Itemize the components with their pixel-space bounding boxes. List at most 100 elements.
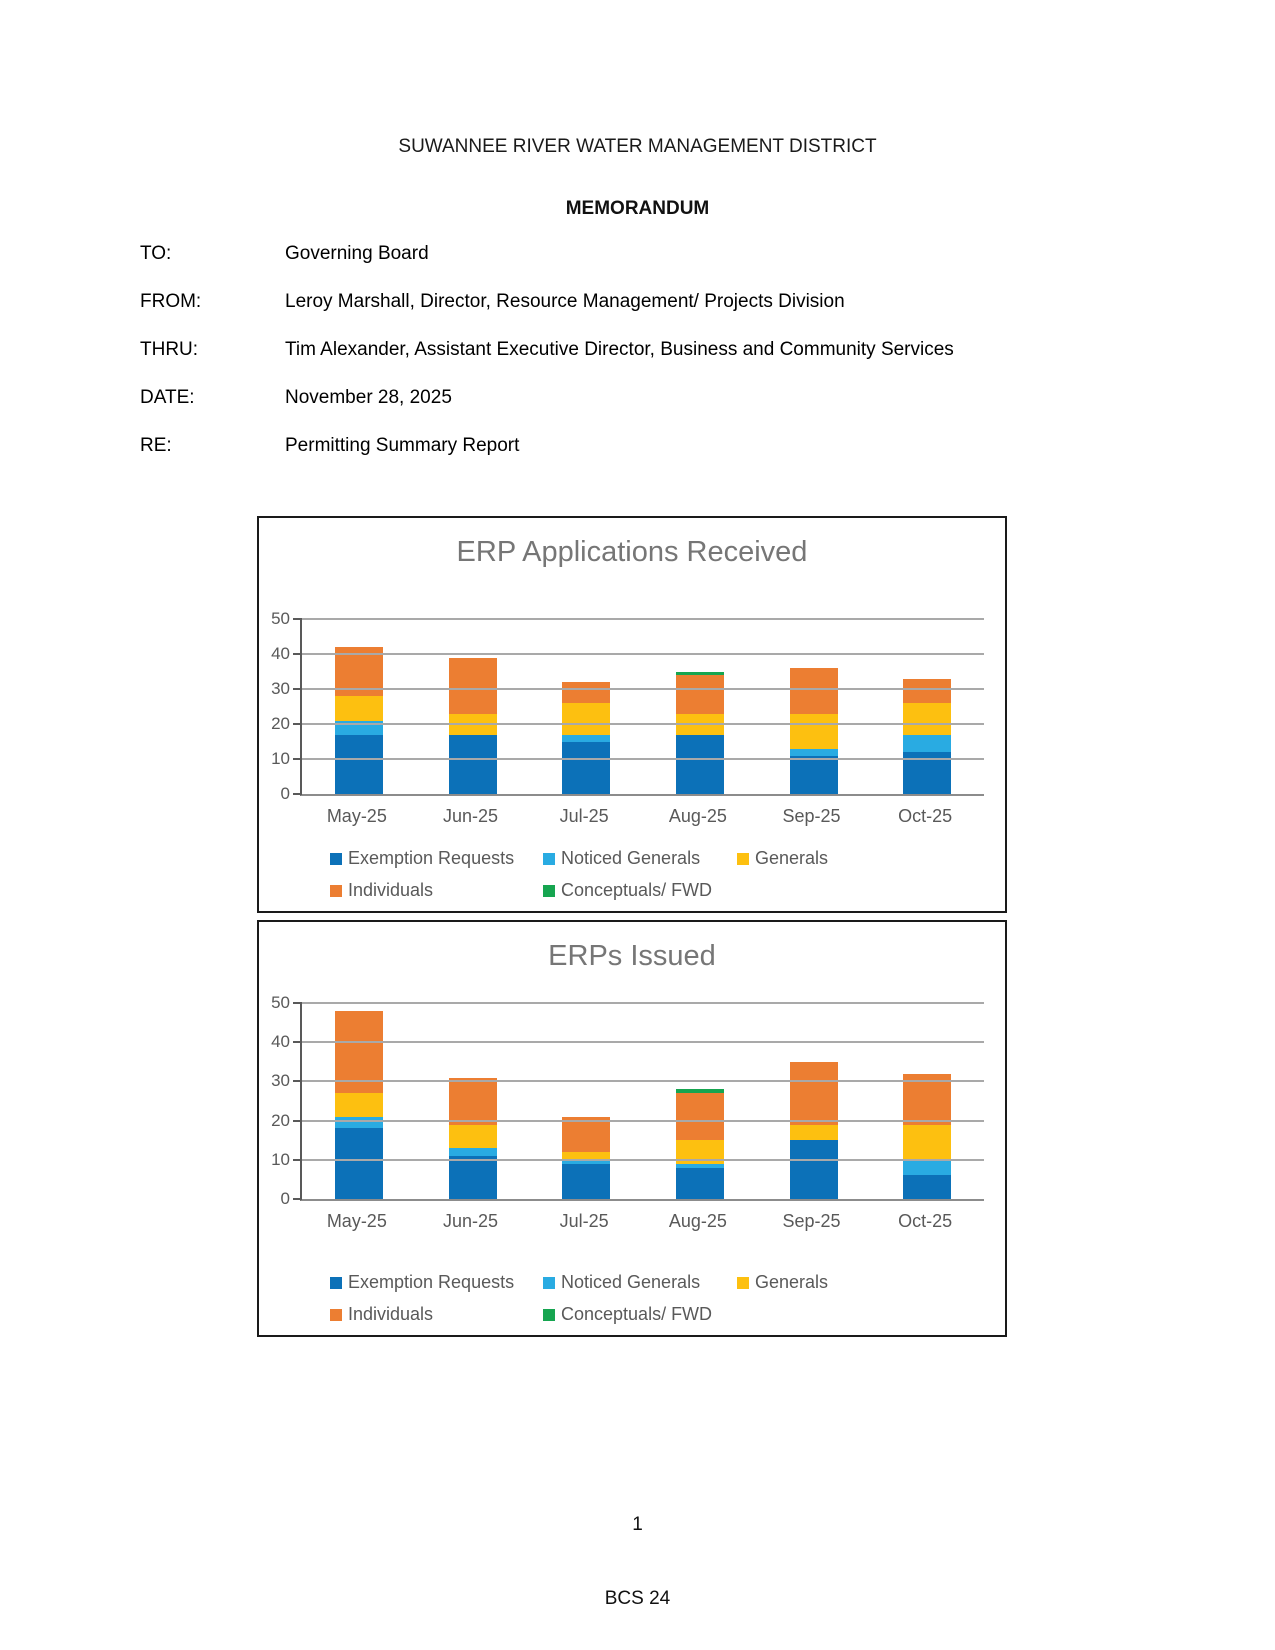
stacked-bar-sep-25 <box>789 619 838 794</box>
category-slot-may-25 <box>302 619 416 794</box>
bars-container <box>302 1003 984 1199</box>
memo-heading: MEMORANDUM <box>565 198 710 219</box>
legend-item-exemption-requests: Exemption Requests <box>330 848 543 869</box>
meta-label: RE: <box>140 435 172 456</box>
category-slot-jul-25 <box>529 1003 643 1199</box>
category-slot-oct-25 <box>870 619 984 794</box>
gridline-40 <box>302 1041 984 1044</box>
bar-segment-noticed-generals <box>675 1163 724 1168</box>
bar-segment-individuals <box>448 1077 497 1125</box>
chart-title: ERP Applications Received <box>456 536 808 568</box>
meta-label: THRU: <box>140 339 199 360</box>
y-axis-tick <box>293 793 302 795</box>
bar-segment-exemption-requests <box>675 1167 724 1199</box>
bar-segment-generals <box>675 1140 724 1164</box>
y-axis-tick <box>293 1002 302 1004</box>
meta-value: November 28, 2025 <box>285 387 452 408</box>
footer-code: BCS 24 <box>604 1588 671 1609</box>
bar-segment-generals <box>562 1152 611 1160</box>
bar-segment-noticed-generals <box>562 734 611 742</box>
bar-segment-conceptuals-fwd <box>675 671 724 675</box>
y-axis-tick-label: 30 <box>271 1071 290 1091</box>
y-axis-tick <box>293 1158 302 1161</box>
page-number: 1 <box>632 1514 643 1535</box>
bar-segment-exemption-requests <box>562 741 611 794</box>
y-axis-tick-label: 20 <box>271 714 290 733</box>
bar-segment-individuals <box>562 1116 611 1152</box>
bar-segment-generals <box>562 703 611 735</box>
bar-segment-noticed-generals <box>789 748 838 756</box>
legend-marker-individuals-icon <box>330 884 342 897</box>
legend-marker-individuals-icon <box>330 1308 342 1321</box>
erps-issued-chart: ERPs Issued 0 10 20 30 40 50 May-25 Jun-25 Jul-… <box>257 920 1007 1337</box>
legend-row-1: Exemption Requests Noticed Generals Genera… <box>330 848 1005 869</box>
plot-area: 0 10 20 30 40 50 <box>271 993 984 1208</box>
category-slot-sep-25 <box>757 619 871 794</box>
y-axis-tick-label: 0 <box>280 1189 290 1208</box>
x-axis-labels: May-25 Jun-25 Jul-25 Aug-25 Sep-25 Oct-25 <box>300 1211 982 1232</box>
meta-value: Tim Alexander, Assistant Executive Direc… <box>285 339 954 360</box>
memo-meta-section: TO: Governing Board FROM: Leroy Marshall… <box>140 243 1140 483</box>
bar-segment-individuals <box>334 647 383 696</box>
legend-item-noticed-generals: Noticed Generals <box>543 848 737 869</box>
meta-label: FROM: <box>140 291 202 312</box>
y-axis-tick <box>293 1198 302 1200</box>
legend-label: Conceptuals/ FWD <box>561 1304 713 1324</box>
legend-marker-generals-icon <box>737 852 749 865</box>
x-axis-label-oct-25: Oct-25 <box>898 806 953 826</box>
bar-segment-noticed-generals <box>448 1148 497 1156</box>
stacked-bar-jun-25 <box>448 1003 497 1199</box>
category-slot-aug-25 <box>643 1003 757 1199</box>
legend-item-generals: Generals <box>737 1272 1005 1293</box>
meta-row-thru: THRU: Tim Alexander, Assistant Executive… <box>140 339 1140 360</box>
category-slot-jun-25 <box>416 619 530 794</box>
meta-row-date: DATE: November 28, 2025 <box>140 387 1140 408</box>
legend-marker-noticed-generals-icon <box>543 1276 555 1289</box>
legend-label: Noticed Generals <box>561 848 701 868</box>
gridline-30 <box>302 1080 984 1083</box>
bar-segment-generals <box>789 1124 838 1141</box>
bar-segment-individuals <box>789 1061 838 1125</box>
x-axis-label-jul-25: Jul-25 <box>559 1211 609 1231</box>
legend-marker-exemption-requests-icon <box>330 852 342 865</box>
bar-segment-exemption-requests <box>675 734 724 794</box>
meta-value: Leroy Marshall, Director, Resource Manag… <box>285 291 845 312</box>
org-title: SUWANNEE RIVER WATER MANAGEMENT DISTRICT <box>398 136 877 157</box>
bar-segment-noticed-generals <box>903 1159 952 1176</box>
y-axis-tick-label: 20 <box>271 1110 290 1130</box>
legend-label: Conceptuals/ FWD <box>561 880 713 900</box>
y-axis-tick <box>293 618 302 620</box>
gridline-50 <box>302 1002 984 1004</box>
stacked-bar-jul-25 <box>562 1003 611 1199</box>
chart-legend: Exemption Requests Noticed Generals Genera… <box>259 1272 1005 1336</box>
y-axis-tick <box>293 758 302 760</box>
legend-item-generals: Generals <box>737 848 1005 869</box>
legend-item-individuals: Individuals <box>330 880 543 901</box>
legend-item-noticed-generals: Noticed Generals <box>543 1272 737 1293</box>
x-axis-label-sep-25: Sep-25 <box>782 806 841 826</box>
x-axis-labels: May-25 Jun-25 Jul-25 Aug-25 Sep-25 Oct-25 <box>300 806 982 827</box>
plot-area: 0 10 20 30 40 50 <box>271 609 984 803</box>
stacked-bar-may-25 <box>334 1003 383 1199</box>
bar-segment-exemption-requests <box>789 755 838 794</box>
stacked-bar-jul-25 <box>562 619 611 794</box>
bar-segment-individuals <box>903 678 952 703</box>
y-axis-tick-label: 30 <box>271 679 290 698</box>
bar-segment-generals <box>789 713 838 749</box>
meta-value: Permitting Summary Report <box>285 435 520 456</box>
legend-label: Generals <box>755 1272 829 1292</box>
category-slot-may-25 <box>302 1003 416 1199</box>
stacked-bar-may-25 <box>334 619 383 794</box>
y-axis-tick-label: 40 <box>271 644 290 663</box>
y-axis-labels: 0 10 20 30 40 50 <box>250 609 290 803</box>
legend-row-2: Individuals Conceptuals/ FWD <box>330 880 1005 901</box>
y-axis-tick-label: 40 <box>271 1032 290 1052</box>
legend-marker-noticed-generals-icon <box>543 852 555 865</box>
x-axis-label-oct-25: Oct-25 <box>898 1211 953 1231</box>
legend-marker-generals-icon <box>737 1276 749 1289</box>
x-axis-label-jun-25: Jun-25 <box>442 806 499 826</box>
erp-applications-received-chart: ERP Applications Received 0 10 20 30 40 50 Ma… <box>257 516 1007 913</box>
legend-marker-exemption-requests-icon <box>330 1276 342 1289</box>
stacked-bar-sep-25 <box>789 1003 838 1199</box>
stacked-bar-aug-25 <box>675 1003 724 1199</box>
